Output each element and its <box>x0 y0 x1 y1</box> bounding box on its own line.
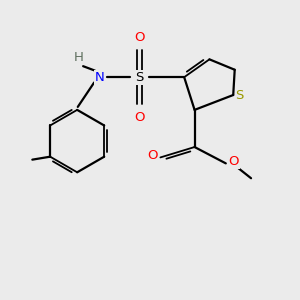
Text: O: O <box>134 111 145 124</box>
Text: N: N <box>94 71 104 84</box>
Text: O: O <box>134 31 145 44</box>
Text: O: O <box>228 155 238 168</box>
Text: O: O <box>148 149 158 162</box>
Text: H: H <box>74 51 84 64</box>
Text: S: S <box>135 71 144 84</box>
Text: S: S <box>236 88 244 101</box>
